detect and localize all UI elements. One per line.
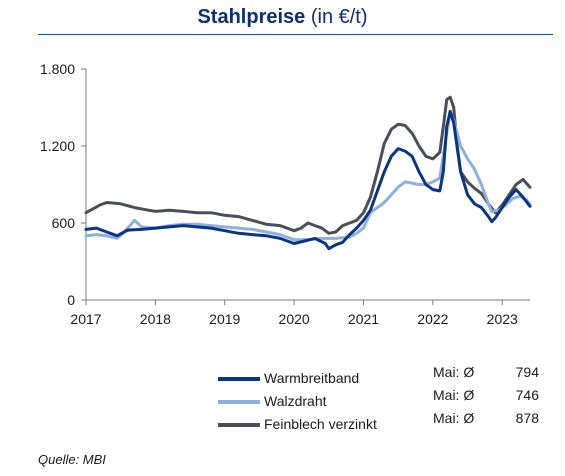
x-tick-label: 2023 — [487, 311, 518, 327]
x-tick-label: 2017 — [70, 311, 101, 327]
legend-label-walzdraht: Walzdraht — [264, 393, 327, 409]
legend-label-feinblech: Feinblech verzinkt — [264, 416, 377, 432]
legend-label-warmbreitband: Warmbreitband — [264, 370, 360, 386]
series-lines — [84, 95, 532, 251]
stat-value: 794 — [515, 364, 539, 380]
y-tick-label: 1.800 — [40, 61, 75, 77]
title-divider — [38, 34, 553, 35]
series-line-feinblech-verzinkt — [84, 95, 532, 235]
y-tick-label: 600 — [52, 215, 76, 231]
stat-value: 878 — [515, 410, 539, 426]
y-tick-label: 1.200 — [40, 138, 75, 154]
legend-swatch-warmbreitband — [218, 377, 260, 381]
x-tick-label: 2022 — [417, 311, 448, 327]
y-tick-label: 0 — [67, 292, 75, 308]
x-tick-label: 2018 — [140, 311, 171, 327]
stat-value: 746 — [515, 387, 539, 403]
stat-prefix: Mai: Ø — [433, 387, 475, 403]
chart-title: Stahlpreise (in €/t) — [0, 6, 565, 29]
y-axis: 0 600 1.200 1.800 — [40, 61, 87, 308]
series-line-warmbreitband — [84, 109, 532, 251]
source-note: Quelle: MBI — [38, 452, 106, 467]
x-tick-label: 2019 — [209, 311, 240, 327]
stat-prefix: Mai: Ø — [433, 410, 475, 426]
legend-swatch-feinblech — [218, 423, 260, 427]
chart-title-main: Stahlpreise — [197, 6, 306, 28]
x-axis: 2017 2018 2019 2020 2021 2022 2023 — [70, 299, 530, 327]
x-tick-label: 2020 — [279, 311, 310, 327]
chart-title-unit: (in €/t) — [305, 6, 368, 28]
x-tick-label: 2021 — [348, 311, 379, 327]
legend-swatch-walzdraht — [218, 400, 260, 404]
stat-prefix: Mai: Ø — [433, 364, 475, 380]
